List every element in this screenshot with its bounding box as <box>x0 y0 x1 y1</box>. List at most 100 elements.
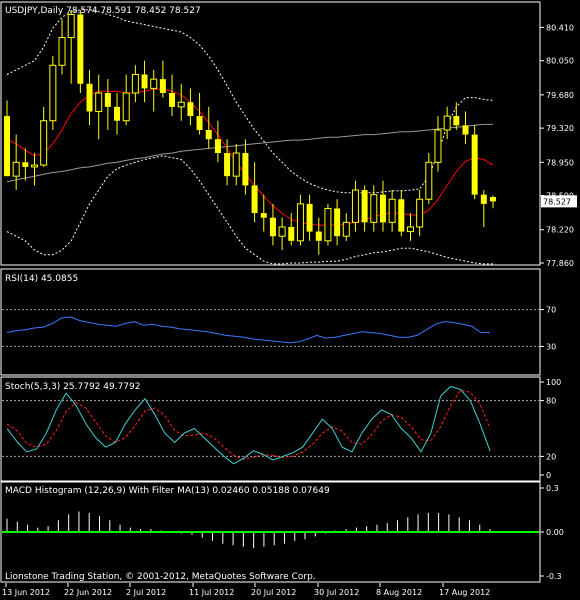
stoch-axis-tick-label: 0 <box>546 471 551 480</box>
stoch-title: Stoch(5,3,3) 25.7792 49.7792 <box>5 382 140 392</box>
stoch-signal-line <box>6 389 491 460</box>
candle-body-down <box>141 74 148 89</box>
candle-body-down <box>288 226 295 241</box>
candle-body-up <box>95 92 103 112</box>
candle-body-up <box>388 198 396 223</box>
candle-body-up <box>296 203 304 242</box>
candle-body-up <box>443 115 451 131</box>
candle-body-down <box>334 208 341 237</box>
price-title: USDJPY,Daily 78.574 78.591 78.452 78.527 <box>5 6 201 16</box>
macd-layer <box>2 511 539 549</box>
candle-body-up <box>67 13 75 39</box>
candle-body-up <box>131 74 139 94</box>
candle-body-up <box>177 101 185 108</box>
candle-body-down <box>114 106 121 121</box>
candle-body-up <box>12 161 20 177</box>
stoch-axis-tick-label: 80 <box>546 397 556 406</box>
candle-body-up <box>49 64 57 122</box>
candle-body-up <box>31 164 39 168</box>
candle-body-down <box>224 153 231 177</box>
candle-body-up <box>425 161 433 200</box>
candle-body-down <box>490 197 496 202</box>
price-axis-tick-label: 79.680 <box>546 91 574 100</box>
candle-body-up <box>416 198 424 228</box>
stoch-main-line <box>6 386 491 465</box>
candle-body-up <box>324 207 332 242</box>
moving-average-long-line <box>6 123 493 183</box>
candle-body-down <box>22 162 29 167</box>
candle-body-down <box>4 116 10 177</box>
current-price-marker <box>541 195 577 208</box>
date-axis-tick-label: 11 Jul 2012 <box>189 588 234 597</box>
macd-title: MACD Histogram (12,26,9) With Filter MA(… <box>5 486 330 496</box>
candle-body-down <box>242 153 249 186</box>
candle-body-down <box>269 217 276 237</box>
axis-layer: 80.41080.05079.68079.32078.95078.59078.2… <box>2 23 577 597</box>
date-axis-tick-label: 30 Jul 2012 <box>314 588 359 597</box>
candle-body-down <box>86 83 93 112</box>
rsi-title: RSI(14) 45.0855 <box>5 274 78 284</box>
date-axis-tick-label: 20 Jul 2012 <box>251 588 296 597</box>
bollinger-upper-line <box>6 9 494 194</box>
candle-body-up <box>342 221 350 237</box>
price-axis-tick-label: 77.860 <box>546 259 574 268</box>
macd-axis-tick-label: 0.3 <box>546 484 559 493</box>
candle-body-down <box>471 134 478 195</box>
candle-body-up <box>40 120 48 166</box>
candle-body-down <box>205 129 212 140</box>
candle-body-down <box>187 102 194 117</box>
candle-body-down <box>361 190 368 223</box>
candle-body-up <box>351 189 359 223</box>
candle-body-down <box>169 93 176 107</box>
stoch-axis-tick-label: 20 <box>546 452 556 461</box>
candle-body-down <box>453 116 460 126</box>
candle-body-down <box>462 125 469 135</box>
rsi-panel-frame <box>0 268 541 376</box>
price-axis-tick-label: 80.410 <box>546 23 574 32</box>
rsi-axis-tick-label: 70 <box>546 306 556 315</box>
date-axis-tick-label: 2 Jul 2012 <box>126 588 166 597</box>
candle-body-down <box>480 194 487 204</box>
candle-body-down <box>379 194 386 223</box>
footer-copyright: Lionstone Trading Station, © 2001-2012, … <box>5 572 316 582</box>
date-axis-tick-label: 17 Aug 2012 <box>439 588 490 597</box>
price-axis-tick-label: 80.050 <box>546 57 574 66</box>
candle-body-up <box>406 226 414 233</box>
candle-body-down <box>77 14 84 84</box>
stoch-panel-frame <box>0 376 541 482</box>
price-panel-frame <box>0 1 541 266</box>
rsi-layer <box>2 309 539 347</box>
stoch-layer <box>2 386 539 465</box>
macd-axis-tick-label: -0.3 <box>546 572 562 581</box>
candle-body-up <box>232 152 240 177</box>
candle-body-up <box>370 194 378 223</box>
candle-body-up <box>434 129 442 163</box>
date-axis-tick-label: 8 Aug 2012 <box>376 588 422 597</box>
price-axis-tick-label: 78.950 <box>546 158 574 167</box>
candle-body-up <box>150 78 158 89</box>
rsi-line <box>6 316 491 344</box>
candle-body-down <box>260 213 267 218</box>
macd-axis-tick-label: 0.00 <box>546 528 564 537</box>
candle-body-down <box>214 139 221 154</box>
price-axis-tick-label: 79.320 <box>546 124 574 133</box>
candle-body-down <box>398 199 405 232</box>
date-axis-tick-label: 22 Jun 2012 <box>64 588 112 597</box>
candle-body-up <box>122 92 130 122</box>
bollinger-lower-line <box>6 155 493 265</box>
price-axis-tick-label: 78.220 <box>546 226 574 235</box>
rsi-axis-tick-label: 30 <box>546 342 556 351</box>
current-price-label: 78.527 <box>543 197 571 206</box>
date-axis-tick-label: 13 Jun 2012 <box>2 588 50 597</box>
candle-body-down <box>306 203 313 232</box>
candle-body-up <box>58 37 66 66</box>
candle-body-down <box>251 185 258 214</box>
candle-body-down <box>159 79 166 93</box>
stoch-axis-tick-label: 100 <box>546 378 561 387</box>
candle-body-down <box>315 231 322 241</box>
candle-body-up <box>278 226 286 237</box>
price-layer <box>4 9 496 265</box>
candle-body-down <box>196 116 203 130</box>
